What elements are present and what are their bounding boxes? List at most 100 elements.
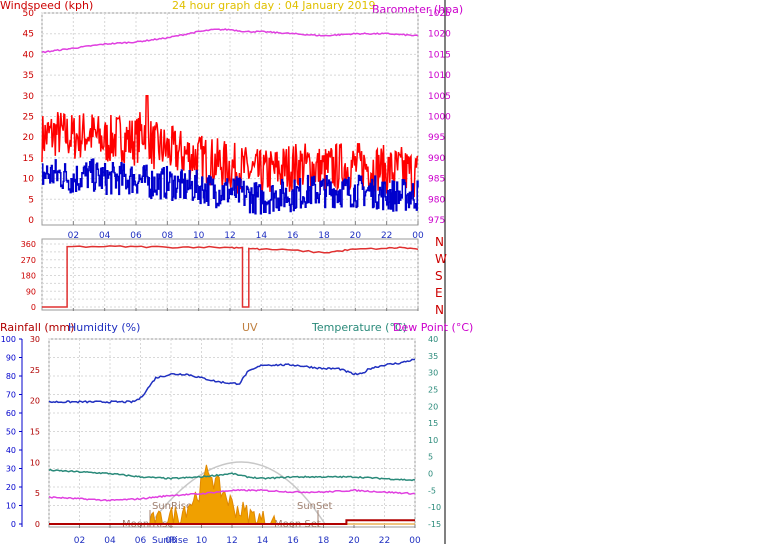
- humidity-y-tick-label: 80: [6, 372, 16, 381]
- humidity-axis: 0 10 20 30 40 50 60 70 80 90 100: [1, 335, 22, 529]
- x-tick-label: 10: [196, 536, 208, 544]
- humidity-y-tick-label: 100: [1, 335, 16, 344]
- rain-axis-title: Rainfall (mm): [0, 321, 74, 334]
- x-tick-label: 08: [165, 536, 177, 544]
- wind-y-tick-label: 10: [23, 175, 35, 185]
- wind-y-tick-label: 15: [23, 154, 34, 164]
- compass-label: E: [435, 286, 443, 300]
- x-tick-label: 02: [68, 231, 79, 241]
- sunrise-axis-label: SunRise: [152, 536, 189, 544]
- baro-y-tick-label: 1015: [428, 50, 451, 60]
- x-tick-label: 06: [135, 536, 147, 544]
- wind-y-tick-label: 5: [28, 195, 34, 205]
- wind-left-axis: 0 5 10 15 20 25 30 35 40 45 50: [23, 9, 35, 226]
- temperature-y-tick-label: 20: [428, 402, 438, 411]
- humidity-y-tick-label: 70: [6, 391, 16, 400]
- sun-path-arc: [149, 461, 326, 525]
- rain-y-tick-label: 30: [30, 335, 40, 344]
- wind-y-tick-label: 20: [23, 133, 35, 143]
- baro-y-tick-label: 1020: [428, 30, 451, 40]
- wind-x-axis: 02 04 06 08 10 12 14 16 18 20 22 00: [68, 221, 424, 241]
- direction-y-tick-label: 90: [26, 287, 36, 296]
- wind-y-tick-label: 0: [28, 216, 34, 226]
- x-tick-label: 00: [412, 231, 424, 241]
- x-tick-label: 12: [226, 536, 237, 544]
- temperature-y-tick-label: 35: [428, 352, 438, 361]
- wind-axis-title: Windspeed (kph): [0, 0, 93, 12]
- direction-y-tick-label: 270: [21, 256, 36, 265]
- humidity-y-tick-label: 40: [6, 446, 16, 455]
- rain-axis: 0 5 10 15 20 25 30: [30, 335, 40, 529]
- temperature-y-tick-label: -5: [428, 486, 436, 495]
- direction-x-axis: [72, 308, 419, 311]
- temperature-y-tick-label: 40: [428, 335, 438, 344]
- temperature-y-tick-label: 15: [428, 419, 438, 428]
- temp-x-axis: 02 04 06 08 10 12 14 16 18 20 22 00: [74, 525, 421, 544]
- baro-y-tick-label: 1025: [428, 9, 451, 19]
- temperature-y-tick-label: 5: [428, 453, 433, 462]
- rain-y-tick-label: 5: [35, 489, 40, 498]
- temperature-y-tick-label: -10: [428, 503, 441, 512]
- x-tick-label: 08: [162, 231, 174, 241]
- x-tick-label: 18: [318, 231, 330, 241]
- rain-y-tick-label: 20: [30, 397, 40, 406]
- sunrise-label: SunRise: [152, 501, 192, 512]
- wind-y-tick-label: 25: [23, 113, 34, 123]
- baro-y-tick-label: 995: [428, 133, 445, 143]
- series-wind-average: [42, 158, 419, 215]
- compass-label: W: [435, 252, 447, 266]
- rain-y-tick-label: 0: [35, 520, 40, 529]
- temperature-y-tick-label: 30: [428, 369, 438, 378]
- series-rainfall: [49, 519, 415, 525]
- humidity-axis-title: Humidity (%): [68, 321, 140, 334]
- humidity-y-tick-label: 50: [6, 428, 16, 437]
- temperature-y-tick-label: 0: [428, 470, 433, 479]
- temperature-y-tick-label: 25: [428, 385, 438, 394]
- rain-y-tick-label: 25: [30, 366, 40, 375]
- wind-y-tick-label: 50: [23, 9, 35, 19]
- temperature-axis: -15 -10 -5 0 5 10 15 20 25 30 35 40: [428, 335, 441, 529]
- x-tick-label: 14: [257, 536, 269, 544]
- direction-plot-frame: [41, 238, 419, 311]
- temp-grid: [48, 338, 416, 525]
- temperature-y-tick-label: 10: [428, 436, 438, 445]
- x-tick-label: 22: [379, 536, 390, 544]
- baro-y-tick-label: 985: [428, 175, 445, 185]
- dewpoint-axis-title: Dew Point (°C): [393, 321, 473, 334]
- x-tick-label: 06: [130, 231, 142, 241]
- baro-y-tick-label: 980: [428, 195, 445, 205]
- x-tick-label: 02: [74, 536, 85, 544]
- rain-y-tick-label: 10: [30, 458, 40, 467]
- rain-y-tick-label: 15: [30, 428, 40, 437]
- series-temperature: [48, 468, 416, 482]
- graph-title: 24 hour graph day : 04 January 2019: [172, 0, 376, 12]
- wind-y-tick-label: 35: [23, 71, 34, 81]
- x-tick-label: 04: [99, 231, 111, 241]
- direction-y-axis: 0 90 180 270 360: [21, 240, 36, 312]
- baro-y-tick-label: 1000: [428, 113, 451, 123]
- direction-series: [42, 245, 419, 308]
- temperature-axis-title: Temperature (°C): [311, 321, 407, 334]
- humidity-y-tick-label: 60: [6, 409, 16, 418]
- sunset-label: SunSet: [297, 501, 333, 512]
- humidity-y-tick-label: 90: [6, 354, 16, 363]
- series-humidity: [48, 358, 415, 404]
- baro-y-tick-label: 975: [428, 216, 445, 226]
- compass-label: N: [435, 235, 444, 249]
- series-barometer: [41, 28, 419, 54]
- humidity-y-tick-label: 30: [6, 465, 16, 474]
- series-dewpoint: [48, 488, 416, 502]
- direction-y-tick-label: 180: [21, 272, 36, 281]
- x-tick-label: 16: [287, 536, 299, 544]
- x-tick-label: 10: [193, 231, 205, 241]
- baro-y-tick-label: 1010: [428, 71, 451, 81]
- temp-series: [48, 358, 416, 526]
- x-tick-label: 12: [224, 231, 235, 241]
- x-tick-label: 20: [348, 536, 360, 544]
- uv-axis-title: UV: [242, 321, 258, 334]
